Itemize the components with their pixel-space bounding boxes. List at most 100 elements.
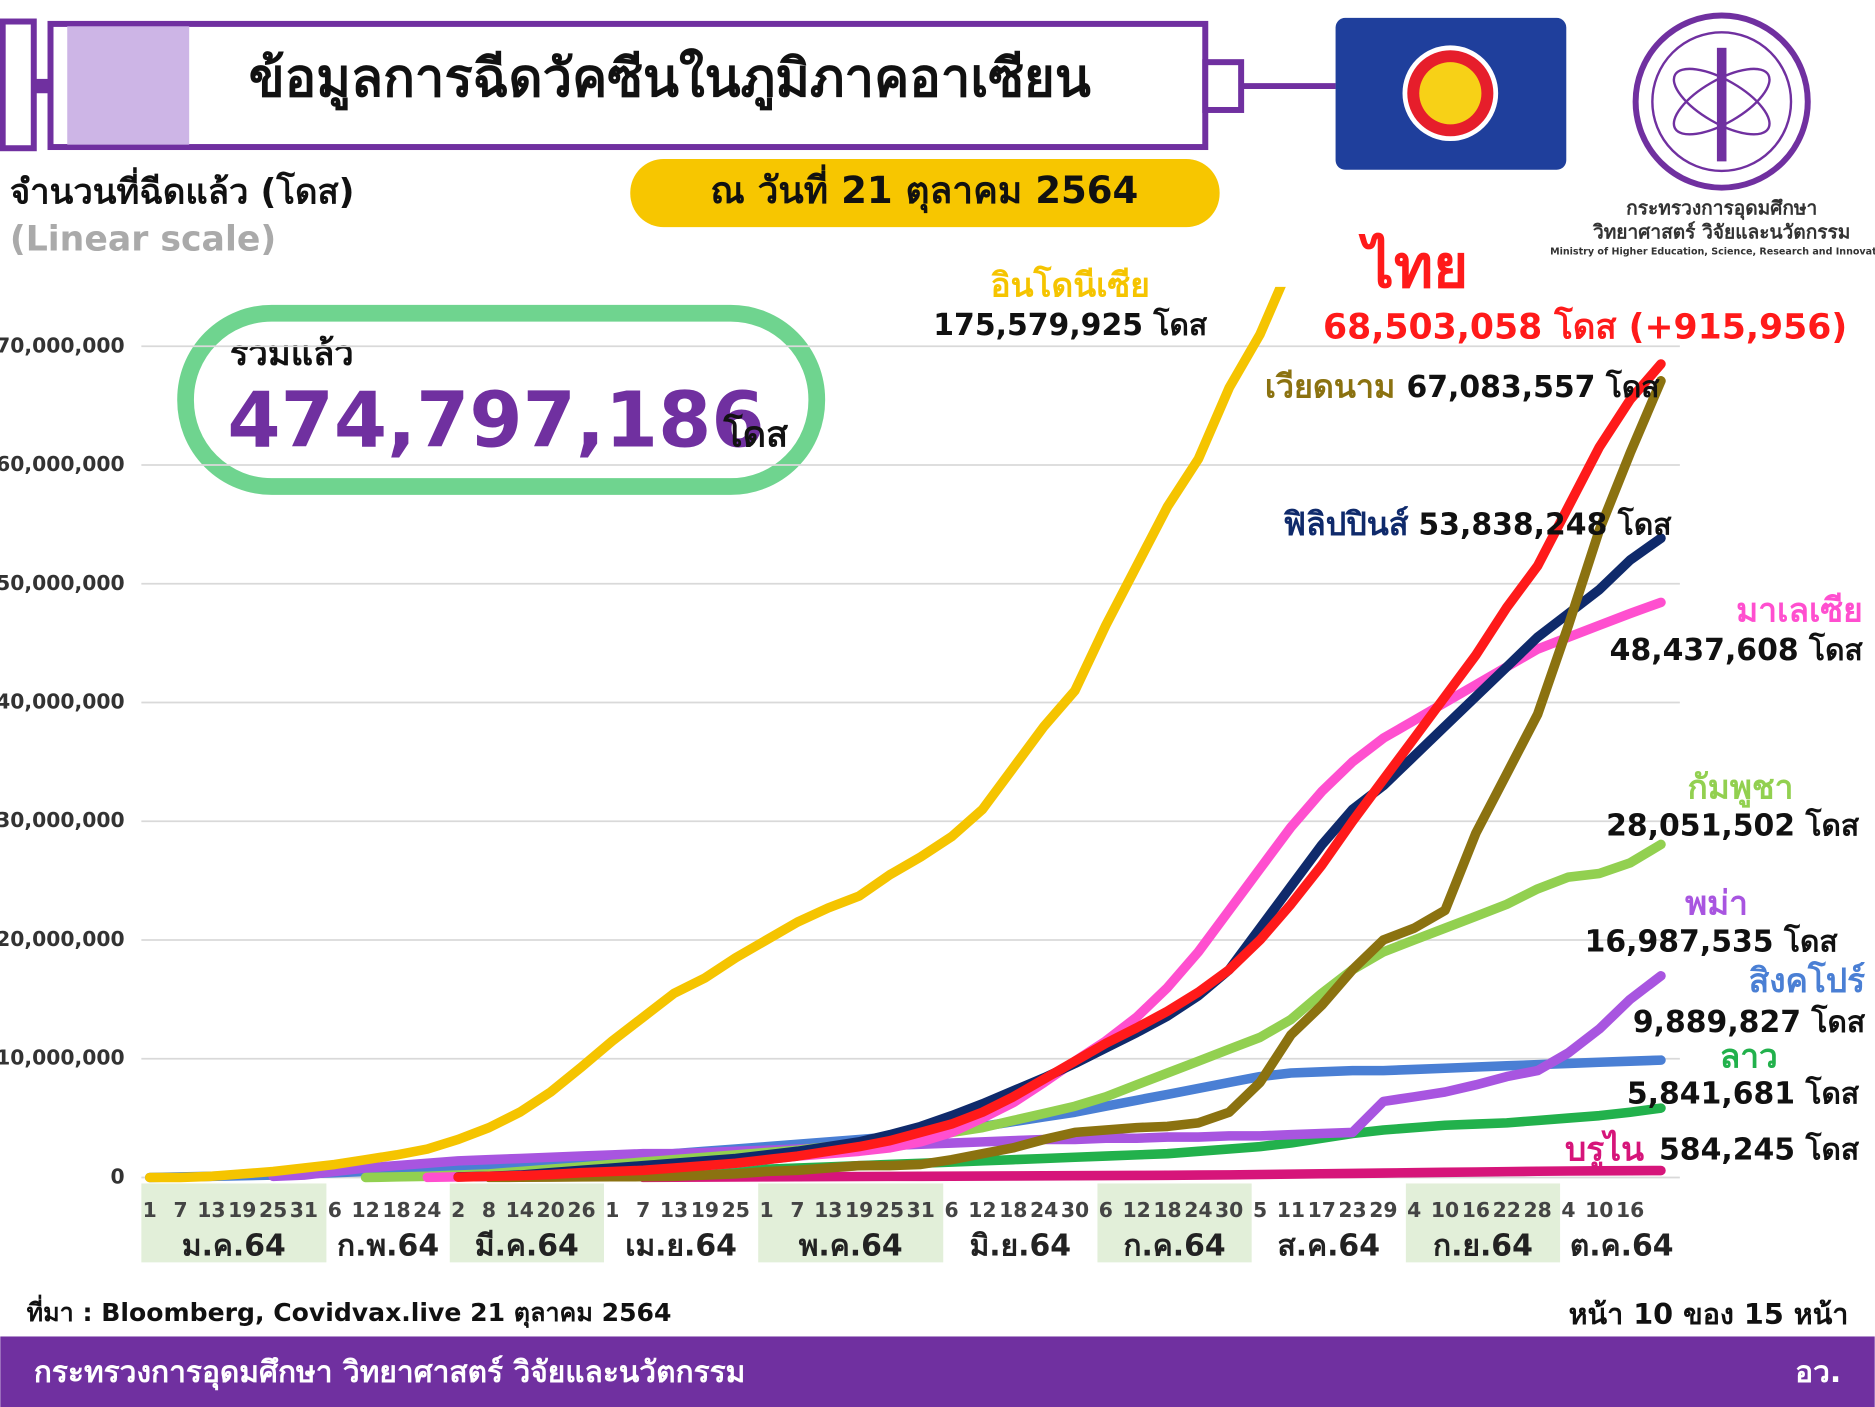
- month-band: [449, 1183, 604, 1263]
- value-label: 9,889,827 โดส: [1633, 1003, 1866, 1040]
- syringe-rod: [33, 78, 51, 94]
- source: ที่มา : Bloomberg, Covidvax.live 21 ตุลา…: [27, 1294, 672, 1329]
- series-line: [484, 376, 1666, 1183]
- series-name: บรูไน: [1565, 1130, 1644, 1171]
- x-tick-label: 13: [660, 1198, 688, 1222]
- x-group-label: มี.ค.64: [475, 1228, 579, 1263]
- y-tick-label: 20,000,000: [0, 927, 125, 951]
- x-tick-label: 18: [999, 1198, 1027, 1222]
- syringe-plunger: [0, 18, 37, 152]
- x-tick-label: 20: [537, 1198, 565, 1222]
- value-label: 16,987,535 โดส: [1585, 923, 1839, 960]
- x-tick-label: 7: [636, 1198, 650, 1222]
- logo-text: วิทยาศาสตร์ วิจัยและนวัตกรรม: [1592, 221, 1851, 244]
- x-tick-label: 17: [1308, 1198, 1336, 1222]
- total-box: [177, 304, 826, 495]
- x-tick-label: 18: [382, 1198, 410, 1222]
- page-number: หน้า 10 ของ 15 หน้า: [1569, 1297, 1849, 1331]
- x-group-label: ก.ย.64: [1433, 1228, 1533, 1263]
- x-tick-label: 31: [907, 1198, 935, 1222]
- value-label: 48,437,608 โดส: [1610, 631, 1864, 668]
- x-tick-label: 10: [1431, 1198, 1459, 1222]
- x-tick-label: 4: [1561, 1198, 1575, 1222]
- x-group-label: ม.ค.64: [182, 1228, 286, 1263]
- x-tick-label: 6: [1099, 1198, 1113, 1222]
- series-line: [638, 1165, 1666, 1183]
- x-tick-label: 24: [413, 1198, 441, 1222]
- x-tick-label: 23: [1338, 1198, 1366, 1222]
- x-group-label: พ.ค.64: [799, 1228, 903, 1263]
- date: ณ วันที่ 21 ตุลาคม 2564: [710, 164, 1138, 214]
- x-tick-label: 18: [1153, 1198, 1181, 1222]
- ministry-logo-ring: [1651, 31, 1793, 173]
- y-tick-label: 70,000,000: [0, 333, 125, 357]
- x-tick-label: 12: [351, 1198, 379, 1222]
- x-tick-label: 19: [228, 1198, 256, 1222]
- x-group-label: มิ.ย.64: [970, 1228, 1071, 1263]
- value-label: 53,838,248 โดส: [1418, 505, 1672, 542]
- syringe-fill: [67, 26, 190, 145]
- series-name: พม่า: [1685, 883, 1748, 922]
- syringe-hub: [1202, 59, 1245, 113]
- month-band: [141, 1183, 327, 1263]
- x-tick-label: 25: [876, 1198, 904, 1222]
- footer-abbr: อว.: [1795, 1355, 1841, 1390]
- series-name: ไทย: [1358, 232, 1468, 302]
- series-line: [453, 359, 1666, 1182]
- y-tick-label: 30,000,000: [0, 808, 125, 832]
- x-tick-label: 13: [814, 1198, 842, 1222]
- x-tick-label: 11: [1277, 1198, 1305, 1222]
- series-line: [422, 597, 1666, 1183]
- x-tick-label: 1: [605, 1198, 619, 1222]
- x-tick-label: 2: [451, 1198, 465, 1222]
- month-band: [1097, 1183, 1252, 1263]
- series-name: ลาว: [1720, 1036, 1778, 1075]
- asean-emblem-center: [1419, 62, 1482, 125]
- series-name: สิงคโปร์: [1749, 961, 1865, 1000]
- x-group-label: ก.พ.64: [337, 1228, 439, 1263]
- footer-ministry: กระทรวงการอุดมศึกษา วิทยาศาสตร์ วิจัยและ…: [34, 1355, 746, 1390]
- x-tick-label: 28: [1523, 1198, 1551, 1222]
- ministry-logo-sword: [1716, 47, 1727, 162]
- x-group-label: ก.ค.64: [1123, 1228, 1225, 1263]
- series-name: อินโดนีเซีย: [991, 265, 1150, 304]
- x-tick-label: 30: [1061, 1198, 1089, 1222]
- scale-note: (Linear scale): [10, 219, 276, 259]
- x-tick-label: 19: [691, 1198, 719, 1222]
- x-tick-label: 1: [143, 1198, 157, 1222]
- value-label: 175,579,925 โดส: [933, 306, 1208, 343]
- ministry-logo-orbit: [1672, 67, 1771, 136]
- x-tick-label: 19: [845, 1198, 873, 1222]
- series-name: เวียดนาม: [1265, 368, 1395, 406]
- series-line: [268, 971, 1666, 1182]
- y-tick-label: 40,000,000: [0, 690, 125, 714]
- x-tick-label: 12: [968, 1198, 996, 1222]
- y-tick-label: 10,000,000: [0, 1046, 125, 1070]
- x-tick-label: 1: [759, 1198, 773, 1222]
- x-tick-label: 26: [567, 1198, 595, 1222]
- x-tick-label: 22: [1493, 1198, 1521, 1222]
- y-tick-label: 50,000,000: [0, 571, 125, 595]
- x-group-label: ส.ค.64: [1278, 1228, 1381, 1263]
- month-band: [758, 1183, 944, 1263]
- value-label: 68,503,058 โดส (+915,956): [1323, 306, 1847, 348]
- title: ข้อมูลการฉีดวัคซีนในภูมิภาคอาเซียน: [249, 47, 1091, 111]
- lines: [144, 286, 1666, 1183]
- footer-bar: [0, 1336, 1875, 1407]
- y-axis-title: จำนวนที่ฉีดแล้ว (โดส): [10, 167, 355, 213]
- value-label: 67,083,557 โดส: [1406, 368, 1660, 405]
- series-name: กัมพูชา: [1688, 767, 1794, 808]
- x-tick-label: 6: [328, 1198, 342, 1222]
- x-tick-label: 12: [1123, 1198, 1151, 1222]
- x-tick-label: 24: [1030, 1198, 1058, 1222]
- x-tick-label: 14: [506, 1198, 534, 1222]
- total-unit: โดส: [723, 412, 789, 455]
- total-value: 474,797,186: [227, 377, 764, 466]
- value-label: 584,245 โดส: [1659, 1131, 1860, 1168]
- date-pill: [630, 158, 1220, 228]
- x-tick-label: 4: [1407, 1198, 1421, 1222]
- x-tick-label: 16: [1616, 1198, 1644, 1222]
- x-tick-label: 25: [722, 1198, 750, 1222]
